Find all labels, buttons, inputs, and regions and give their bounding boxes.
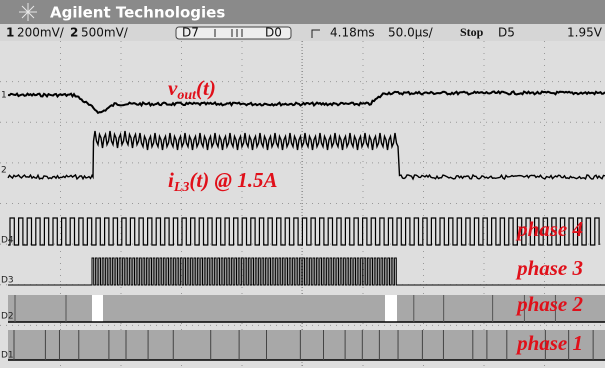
brand: Agilent Technologies (50, 4, 225, 22)
il3-sub: L3 (173, 180, 190, 195)
phase-label: phase 3 (515, 256, 583, 280)
phase2-gap (92, 295, 103, 322)
digital-high: D7 (182, 26, 199, 40)
channel-marker: D4 (1, 236, 14, 246)
oscilloscope-screen: Agilent Technologies 1 200mV/ 2 500mV/ D… (0, 0, 605, 368)
digital-low: D0 (265, 26, 282, 40)
channel-marker: D1 (1, 351, 14, 361)
channel-marker: D2 (1, 312, 14, 322)
delay: 4.18ms (330, 26, 375, 40)
ch2-number: 2 (70, 26, 78, 40)
trigger-source: D5 (498, 26, 515, 40)
vout-sub: out (177, 88, 197, 103)
channel-marker: D3 (1, 276, 14, 286)
ch1-scale: 200mV/ (17, 26, 65, 40)
phase2-gap (385, 295, 397, 322)
channel-marker: 1 (1, 91, 7, 101)
trigger-level: 1.95V (567, 26, 603, 40)
ch1-number: 1 (6, 26, 14, 40)
ch2-scale: 500mV/ (81, 26, 129, 40)
channel-marker: 2 (1, 166, 7, 176)
vout-tail: (t) (196, 76, 216, 100)
phase-label: phase 2 (515, 292, 583, 316)
phase-label: phase 4 (515, 217, 583, 241)
phase-label: phase 1 (515, 331, 583, 355)
il3-tail: (t) @ 1.5A (189, 168, 277, 192)
phase1-block (8, 330, 605, 360)
timebase: 50.0µs/ (388, 26, 434, 40)
run-state: Stop (460, 25, 484, 39)
